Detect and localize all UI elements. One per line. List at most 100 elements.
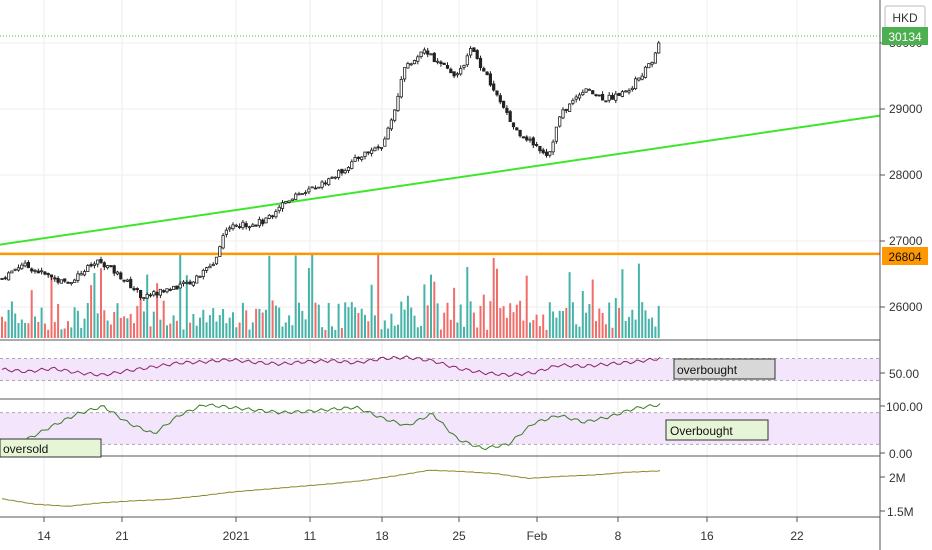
rsi-axis-label: 50.00: [889, 367, 919, 381]
candle-body: [323, 182, 328, 185]
volume-bar: [479, 305, 482, 338]
candle-body: [26, 261, 31, 269]
volume-bar: [162, 300, 165, 338]
volume-bar: [142, 311, 145, 338]
candle-body: [360, 156, 364, 160]
volume-bar: [631, 309, 634, 338]
volume-bar: [496, 268, 498, 338]
candle-body: [501, 100, 506, 108]
volume-bar: [657, 305, 660, 338]
candle-body: [40, 270, 44, 273]
candle-body: [452, 71, 456, 77]
candle-body: [63, 278, 67, 282]
candle-body: [617, 92, 621, 96]
trendline: [0, 114, 881, 246]
volume-bar: [558, 310, 561, 338]
volume-bar: [133, 323, 135, 338]
volume-bar: [505, 317, 508, 338]
volume-bar: [304, 319, 307, 338]
candle-body: [3, 277, 7, 280]
candle-body: [102, 262, 106, 268]
volume-bar: [621, 269, 624, 338]
volume-bar: [24, 322, 27, 338]
volume-bar: [47, 329, 50, 338]
volume-bar: [166, 325, 168, 338]
volume-bar: [624, 320, 627, 338]
volume-bar: [486, 329, 489, 338]
volume-bar: [294, 255, 297, 338]
candle-body: [366, 151, 370, 154]
candle-body: [449, 68, 453, 74]
candle-body: [56, 278, 60, 283]
candle-body: [152, 291, 156, 296]
volume-bar: [232, 312, 234, 338]
volume-bar: [1, 316, 3, 338]
volume-bar: [228, 317, 231, 338]
volume-bar: [446, 302, 449, 338]
candle-body: [535, 144, 539, 146]
candle-body: [640, 75, 644, 80]
volume-bar: [373, 315, 376, 338]
price-tick-label: 28000: [889, 168, 923, 182]
candle-body: [109, 265, 113, 267]
obv-line: [1, 469, 661, 507]
volume-bar: [344, 302, 347, 338]
candle-body: [455, 73, 460, 76]
candle-body: [69, 281, 73, 284]
volume-bar: [647, 318, 650, 338]
volume-bar: [463, 326, 465, 338]
volume-bar: [10, 301, 13, 338]
volume-bar: [581, 291, 584, 338]
candle-body: [554, 126, 559, 142]
candle-body: [406, 63, 410, 69]
volume-bar: [380, 329, 383, 338]
candle-body: [624, 90, 628, 93]
date-tick-label: 16: [700, 529, 714, 543]
volume-bar: [50, 275, 53, 338]
candle-body: [155, 292, 159, 296]
candle-body: [294, 193, 298, 200]
candle-body: [270, 215, 275, 218]
volume-bar: [651, 317, 654, 338]
volume-bar: [212, 308, 215, 338]
volume-bar: [426, 305, 429, 338]
volume-bar: [222, 308, 225, 338]
volume-bar: [618, 307, 621, 338]
candle-body: [46, 273, 50, 276]
candle-body: [23, 262, 27, 267]
candle-body: [135, 288, 139, 291]
volume-bar: [367, 321, 370, 338]
candle-body: [327, 178, 331, 186]
volume-bar: [192, 314, 195, 338]
volume-bar: [205, 322, 208, 338]
candle-body: [544, 151, 549, 156]
candle-body: [142, 297, 146, 300]
volume-bar: [281, 326, 284, 338]
date-axis: 14 21 2021 11 18 25 Feb 8 16 22: [37, 517, 804, 543]
candle-body: [416, 56, 420, 62]
volume-bar: [238, 322, 241, 338]
volume-bar: [433, 281, 436, 338]
candle-body: [558, 116, 562, 127]
volume-bar: [601, 312, 604, 338]
volume-bar: [340, 327, 343, 338]
volume-bar: [30, 290, 33, 338]
volume-bar: [90, 285, 93, 338]
obv-axis-label-top: 2M: [889, 471, 906, 485]
candle-body: [43, 271, 47, 275]
price-tick-label: 26000: [889, 300, 923, 314]
volume-bar: [522, 320, 525, 338]
volume-bar: [100, 268, 102, 338]
candle-body: [188, 281, 192, 285]
candle-body: [620, 91, 625, 97]
candle-body: [462, 65, 466, 68]
candle-body: [66, 281, 70, 284]
volume-bar: [248, 329, 251, 338]
volume-bar: [73, 307, 76, 338]
candle-body: [165, 288, 169, 293]
volume-bar: [96, 313, 99, 338]
candle-body: [247, 226, 252, 229]
volume-bar: [57, 303, 60, 338]
volume-bar: [637, 263, 640, 338]
currency-label-box: HKD: [884, 5, 926, 29]
